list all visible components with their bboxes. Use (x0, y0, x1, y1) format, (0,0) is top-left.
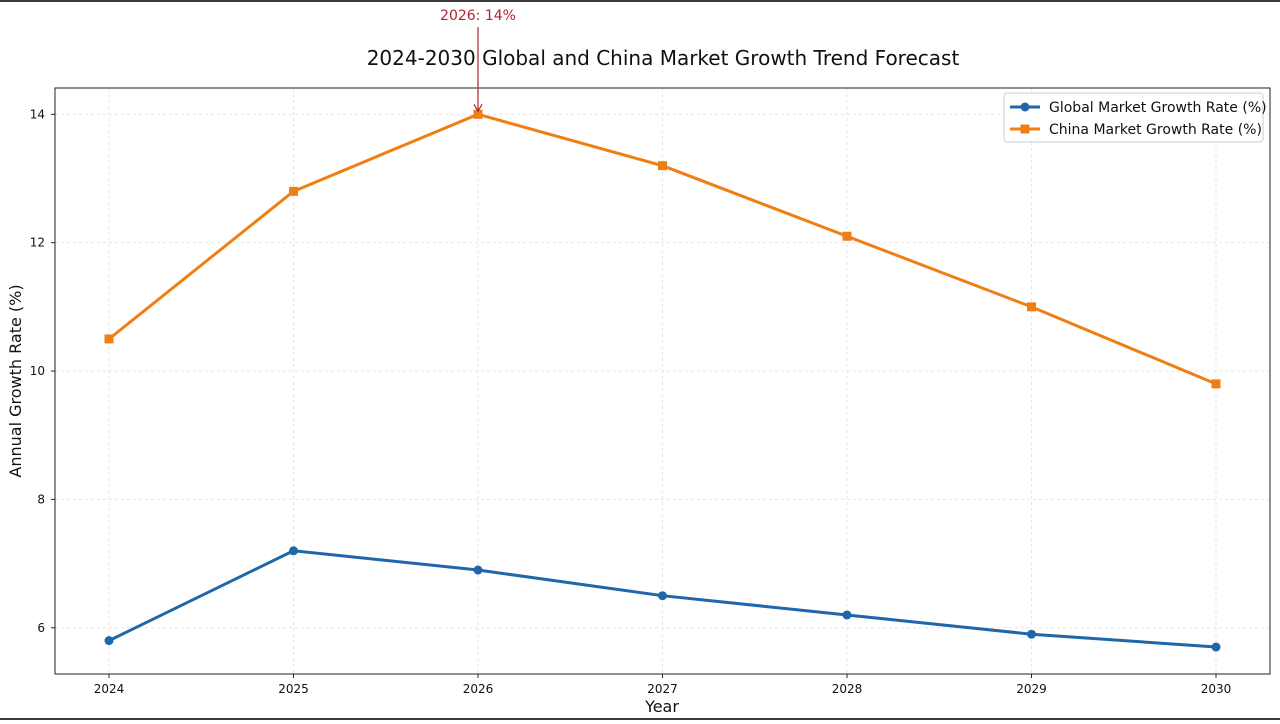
data-point (658, 591, 667, 601)
y-tick-label: 8 (37, 492, 45, 506)
chart-title: 2024-2030 Global and China Market Growth… (367, 46, 960, 70)
x-tick-label: 2027 (647, 682, 678, 696)
y-tick-label: 14 (30, 107, 45, 121)
data-point (1211, 642, 1221, 652)
data-point (473, 565, 483, 575)
data-point (1211, 379, 1221, 389)
x-tick-label: 2025 (278, 682, 309, 696)
data-point (1027, 629, 1036, 639)
data-point (104, 334, 114, 344)
legend-label-china: China Market Growth Rate (%) (1049, 122, 1262, 138)
data-point (289, 186, 298, 196)
y-tick-label: 10 (30, 364, 45, 378)
x-tick-label: 2029 (1016, 682, 1047, 696)
data-point (1027, 302, 1036, 312)
annotation-arrowhead (473, 104, 483, 113)
y-axis-label: Annual Growth Rate (%) (6, 284, 25, 477)
legend-marker-global (1020, 102, 1030, 112)
data-point (289, 546, 298, 556)
annotation-text: 2026: 14% (440, 8, 516, 24)
data-point (473, 109, 483, 119)
x-tick-label: 2030 (1201, 682, 1232, 696)
legend-marker-china (1020, 124, 1030, 134)
x-tick-label: 2024 (94, 682, 125, 696)
x-tick-label: 2028 (832, 682, 863, 696)
y-tick-label: 6 (37, 621, 45, 635)
data-point (104, 636, 114, 646)
legend: Global Market Growth Rate (%) China Mark… (1003, 92, 1267, 143)
data-point (658, 161, 667, 171)
x-axis-label: Year (644, 697, 679, 716)
x-tick-label: 2026 (463, 682, 494, 696)
legend-label-global: Global Market Growth Rate (%) (1049, 100, 1267, 116)
data-point (842, 231, 852, 241)
y-tick-label: 12 (30, 236, 45, 250)
data-point (842, 610, 852, 620)
